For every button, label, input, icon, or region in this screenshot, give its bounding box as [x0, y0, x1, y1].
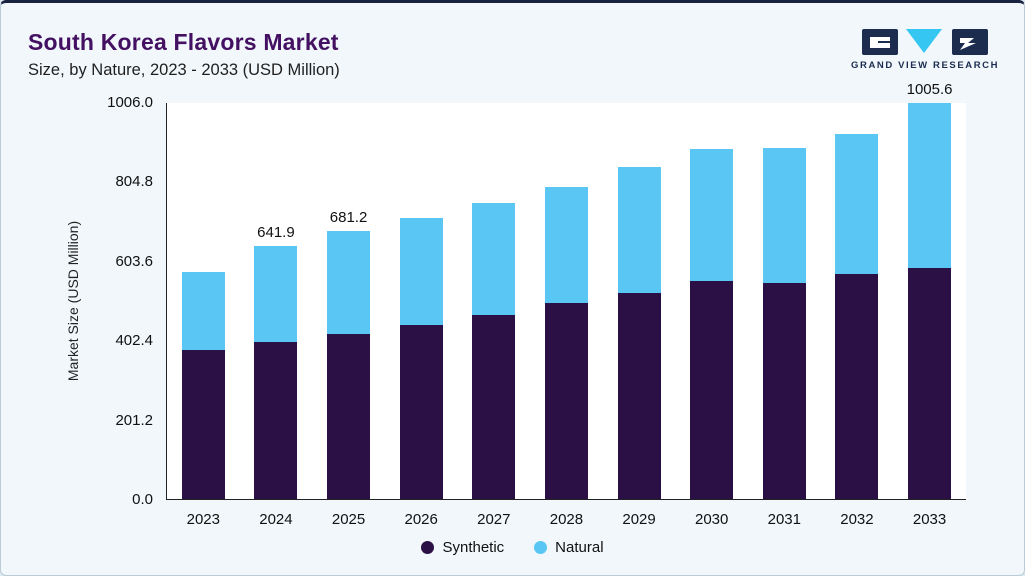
- x-tick-label: 2023: [186, 511, 220, 528]
- x-tick-label: 2029: [622, 511, 656, 528]
- bar-2029-natural: [617, 167, 661, 294]
- bar-2025-synthetic: [327, 333, 371, 499]
- x-tick-label: 2025: [331, 511, 366, 528]
- x-tick-label: 2031: [767, 511, 801, 528]
- logo-marks-icon: [862, 29, 988, 55]
- bar-2024-synthetic: [254, 341, 298, 499]
- plot-area: 2023 641.9 2024 681.2 2025 2026 2027 2028 2029 20…: [166, 81, 966, 528]
- x-tick-label: 2026: [404, 511, 438, 528]
- page-title: South Korea Flavors Market: [28, 29, 339, 55]
- bar-group-2029: 2029: [617, 103, 661, 528]
- bar-2024-natural: [254, 246, 298, 342]
- legend-label-natural: Natural: [555, 539, 604, 556]
- bar-2033-synthetic: [908, 267, 952, 499]
- legend-item-synthetic: Synthetic: [421, 539, 504, 556]
- bar-group-2030: 2030: [690, 103, 734, 528]
- bar-group-2028: 2028: [544, 103, 588, 528]
- bar-value-label: 1005.6: [906, 81, 953, 99]
- legend-label-synthetic: Synthetic: [442, 539, 505, 556]
- bar-group-2024: 641.9 2024: [254, 103, 298, 528]
- bar-2027-synthetic: [472, 314, 516, 499]
- bar-2033-natural: [908, 103, 952, 268]
- legend-dot-synthetic: [421, 541, 435, 554]
- bar-2027-natural: [472, 203, 516, 315]
- bar-2032-synthetic: [835, 273, 879, 499]
- bar-2023-synthetic: [181, 350, 225, 499]
- bar-value-label: 641.9: [257, 224, 295, 242]
- y-tick-label: 201.2: [115, 411, 153, 429]
- bar-2032-natural: [835, 133, 879, 274]
- x-tick-label: 2027: [477, 511, 511, 528]
- y-tick-label: 1006.0: [107, 94, 153, 111]
- bar-2031-synthetic: [762, 283, 806, 499]
- y-tick-label: 804.8: [115, 173, 153, 191]
- legend: Synthetic Natural: [1, 539, 1024, 556]
- x-tick-label: 2024: [259, 511, 293, 528]
- bar-2028-natural: [544, 186, 588, 304]
- bar-group-2026: 2026: [399, 103, 443, 528]
- bar-2025-natural: [327, 230, 371, 334]
- legend-item-natural: Natural: [534, 539, 604, 556]
- bar-2023-natural: [181, 271, 225, 351]
- bar-value-label: 681.2: [329, 208, 368, 226]
- bar-group-2033: 1005.6 2033: [907, 81, 953, 528]
- x-tick-label: 2033: [912, 511, 947, 528]
- bar-2029-synthetic: [617, 293, 661, 499]
- bar-2028-synthetic: [544, 303, 588, 499]
- x-tick-label: 2032: [840, 511, 874, 528]
- bar-2030-synthetic: [690, 281, 734, 499]
- page-subtitle: Size, by Nature, 2023 - 2033 (USD Millio…: [28, 61, 340, 79]
- y-tick-label: 603.6: [115, 252, 153, 270]
- y-tick-label: 0.0: [132, 491, 153, 508]
- logo-icon: [851, 29, 999, 55]
- bar-2031-natural: [762, 147, 806, 284]
- legend-dot-natural: [534, 541, 548, 554]
- bar-group-2025: 681.2 2025: [327, 103, 371, 528]
- bar-2026-synthetic: [399, 324, 443, 499]
- y-tick-label: 402.4: [115, 332, 153, 350]
- grand-view-research-logo: GRAND VIEW RESEARCH: [851, 29, 999, 71]
- bar-group-2032: 2032: [835, 103, 879, 528]
- bar-group-2027: 2027: [472, 103, 516, 528]
- x-tick-label: 2030: [695, 511, 729, 528]
- bar-group-2031: 2031: [762, 103, 806, 528]
- x-tick-label: 2028: [549, 511, 584, 528]
- bar-2030-natural: [690, 148, 734, 282]
- y-axis-ticks: 0.0 201.2 402.4 603.6 804.8 1006.0: [1, 94, 153, 508]
- bar-2026-natural: [399, 217, 443, 325]
- bar-group-2023: 2023: [181, 103, 225, 528]
- logo-wordmark: GRAND VIEW RESEARCH: [851, 60, 1000, 71]
